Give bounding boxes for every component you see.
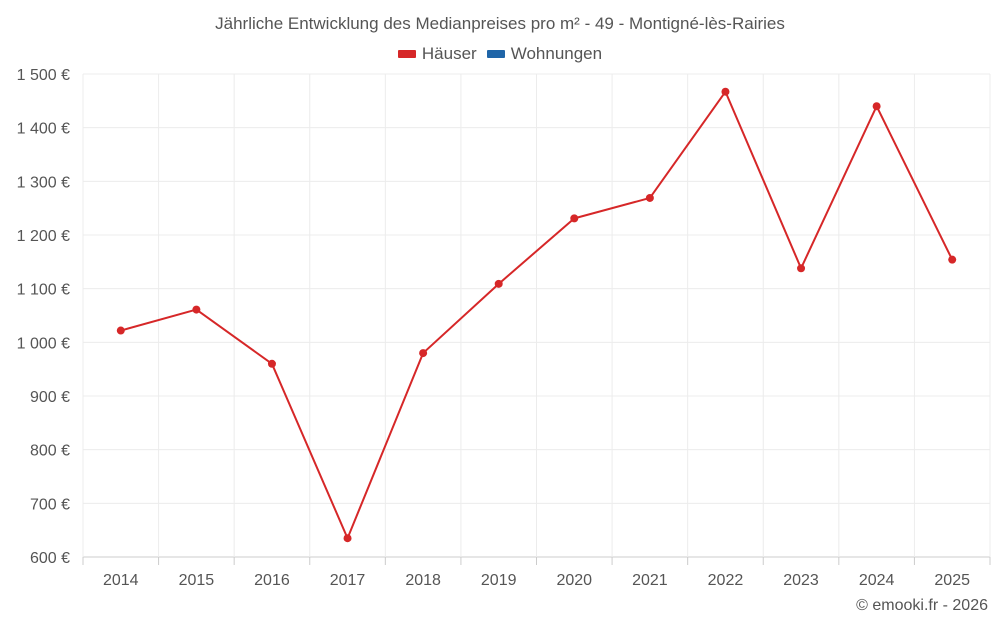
x-tick-label: 2024	[859, 572, 895, 589]
legend-label-haeuser: Häuser	[421, 44, 477, 63]
data-point[interactable]	[570, 214, 579, 223]
data-point[interactable]	[872, 102, 881, 111]
x-tick-label: 2025	[934, 572, 970, 589]
legend-swatch-wohnungen	[486, 50, 505, 58]
credit-text: © emooki.fr - 2026	[856, 597, 988, 614]
series-line-0	[120, 90, 954, 540]
y-tick-label: 1 500 €	[17, 67, 70, 84]
chart-title: Jährliche Entwicklung des Medianpreises …	[215, 14, 785, 33]
legend-item-wohnungen[interactable]: Wohnungen	[486, 44, 603, 64]
y-tick-label: 1 300 €	[17, 174, 70, 191]
data-point[interactable]	[267, 359, 276, 368]
chart-legend: Häuser Wohnungen	[0, 44, 1000, 64]
y-tick-label: 1 000 €	[17, 335, 70, 352]
data-point[interactable]	[343, 534, 352, 543]
x-tick-label: 2016	[254, 572, 290, 589]
x-tick-label: 2020	[556, 572, 592, 589]
data-point[interactable]	[645, 193, 654, 202]
data-point[interactable]	[192, 305, 201, 314]
legend-item-haeuser[interactable]: Häuser	[397, 44, 477, 64]
data-point[interactable]	[419, 349, 428, 358]
x-tick-label: 2018	[405, 572, 441, 589]
legend-label-wohnungen: Wohnungen	[510, 44, 603, 63]
data-point[interactable]	[797, 264, 806, 273]
x-tick-label: 2014	[103, 572, 139, 589]
data-point[interactable]	[116, 326, 125, 335]
data-point[interactable]	[948, 255, 957, 264]
y-tick-label: 1 100 €	[17, 282, 70, 299]
data-point[interactable]	[721, 87, 730, 96]
data-point[interactable]	[494, 279, 503, 288]
x-tick-label: 2021	[632, 572, 668, 589]
x-tick-label: 2023	[783, 572, 819, 589]
x-tick-label: 2015	[179, 572, 215, 589]
y-tick-label: 800 €	[30, 443, 70, 460]
x-tick-label: 2019	[481, 572, 517, 589]
y-tick-label: 600 €	[30, 550, 70, 567]
y-tick-label: 1 400 €	[17, 121, 70, 138]
y-tick-label: 900 €	[30, 389, 70, 406]
x-tick-label: 2017	[330, 572, 366, 589]
legend-swatch-haeuser	[397, 50, 416, 58]
y-tick-label: 1 200 €	[17, 228, 70, 245]
x-tick-label: 2022	[708, 572, 744, 589]
y-tick-label: 700 €	[30, 496, 70, 513]
